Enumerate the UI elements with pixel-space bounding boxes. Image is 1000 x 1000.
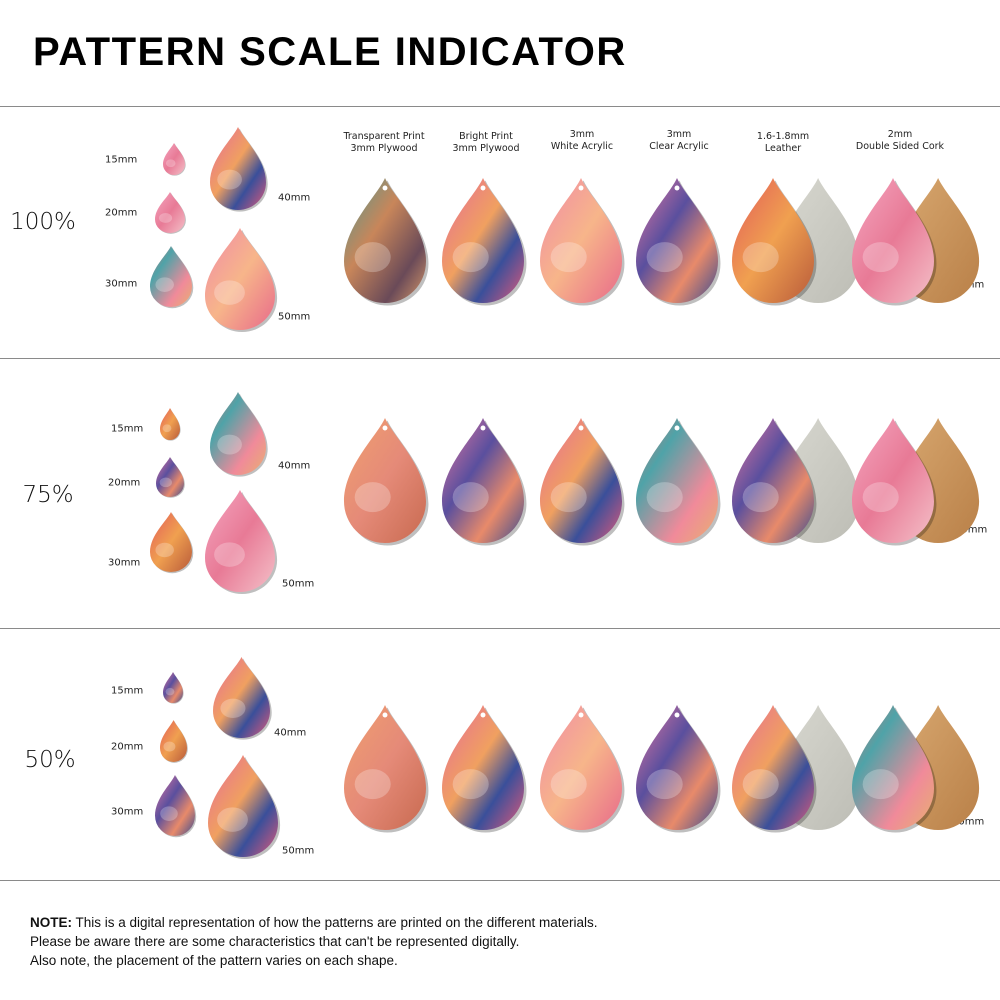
earring-size-sample [155, 775, 197, 838]
size-label: 30mm [111, 806, 144, 818]
material-sample [540, 705, 625, 833]
earring-size-sample [160, 408, 181, 441]
scale-label: 100% [10, 209, 76, 235]
material-line: 3mm [666, 129, 692, 140]
material-sample [732, 178, 860, 306]
earring-size-sample [160, 720, 188, 763]
material-sample [636, 178, 721, 306]
earring-size-sample [150, 246, 194, 309]
note-label: NOTE: [30, 915, 72, 930]
size-label: 40mm [274, 727, 307, 739]
note-line: Also note, the placement of the pattern … [30, 953, 398, 968]
material-line: 3mm Plywood [350, 143, 418, 154]
note-line: Please be aware there are some character… [30, 934, 520, 949]
material-line: Bright Print [459, 131, 513, 142]
material-sample [442, 178, 527, 306]
size-label: 40mm [278, 460, 311, 472]
material-line: 3mm Plywood [452, 143, 520, 154]
earring-size-sample [155, 192, 186, 234]
material-sample [636, 705, 721, 833]
size-label: 30mm [108, 557, 141, 569]
size-label: 15mm [105, 154, 138, 166]
material-line: Clear Acrylic [649, 141, 709, 152]
material-line: 1.6-1.8mm [756, 131, 810, 142]
divider [0, 880, 1000, 881]
size-label: 50mm [278, 311, 311, 323]
material-sample [636, 418, 721, 546]
earring-size-sample [150, 512, 194, 574]
material-line: White Acrylic [550, 141, 614, 152]
material-line: 3mm [569, 129, 595, 140]
earring-size-sample [156, 457, 185, 498]
page-title: PATTERN SCALE INDICATOR [33, 30, 627, 74]
size-label: 60mm [952, 816, 985, 828]
material-sample [344, 178, 429, 306]
divider [0, 628, 1000, 629]
material-sample [442, 705, 527, 833]
material-sample [442, 418, 527, 546]
size-label: 50mm [282, 845, 315, 857]
earring-size-sample [163, 672, 184, 704]
material-sample [344, 705, 429, 833]
material-line: Transparent Print [343, 131, 425, 142]
scale-label: 75% [22, 482, 74, 508]
earring-size-sample [208, 755, 281, 860]
size-label: 20mm [108, 477, 141, 489]
material-header: 2mm Double Sided Cork [856, 129, 944, 153]
size-label: 15mm [111, 685, 144, 697]
size-label: 60mm [955, 524, 988, 536]
size-label: 15mm [111, 423, 144, 435]
earring-size-sample [210, 127, 268, 212]
material-line: Leather [764, 143, 802, 154]
divider [0, 106, 1000, 107]
size-label: 40mm [278, 192, 311, 204]
material-sample [540, 178, 625, 306]
material-sample [852, 178, 980, 306]
note-line: This is a digital representation of how … [75, 915, 598, 930]
disclaimer-note: NOTE: This is a digital representation o… [30, 913, 598, 970]
size-label: 20mm [105, 207, 138, 219]
size-label: 20mm [111, 741, 144, 753]
earring-size-sample [163, 143, 186, 176]
size-label: 30mm [105, 278, 138, 290]
material-sample [540, 418, 625, 546]
divider [0, 358, 1000, 359]
material-sample [852, 418, 980, 546]
material-header: 1.6-1.8mm Leather [757, 131, 809, 155]
earring-size-sample [205, 228, 278, 333]
earring-size-sample [210, 392, 268, 477]
material-header: Transparent Print 3mm Plywood [343, 131, 424, 155]
material-sample [852, 705, 980, 833]
material-header: 3mm Clear Acrylic [649, 129, 708, 153]
earring-size-sample [213, 657, 272, 740]
scale-label: 50% [24, 747, 76, 773]
material-header: 3mm White Acrylic [551, 129, 613, 153]
earring-size-sample [205, 490, 278, 595]
material-sample [732, 705, 860, 833]
material-line: 2mm [887, 129, 913, 140]
material-line: Double Sided Cork [855, 141, 945, 152]
material-sample [732, 418, 860, 546]
material-header: Bright Print 3mm Plywood [453, 131, 520, 155]
material-sample [344, 418, 429, 546]
size-label: 50mm [282, 578, 315, 590]
